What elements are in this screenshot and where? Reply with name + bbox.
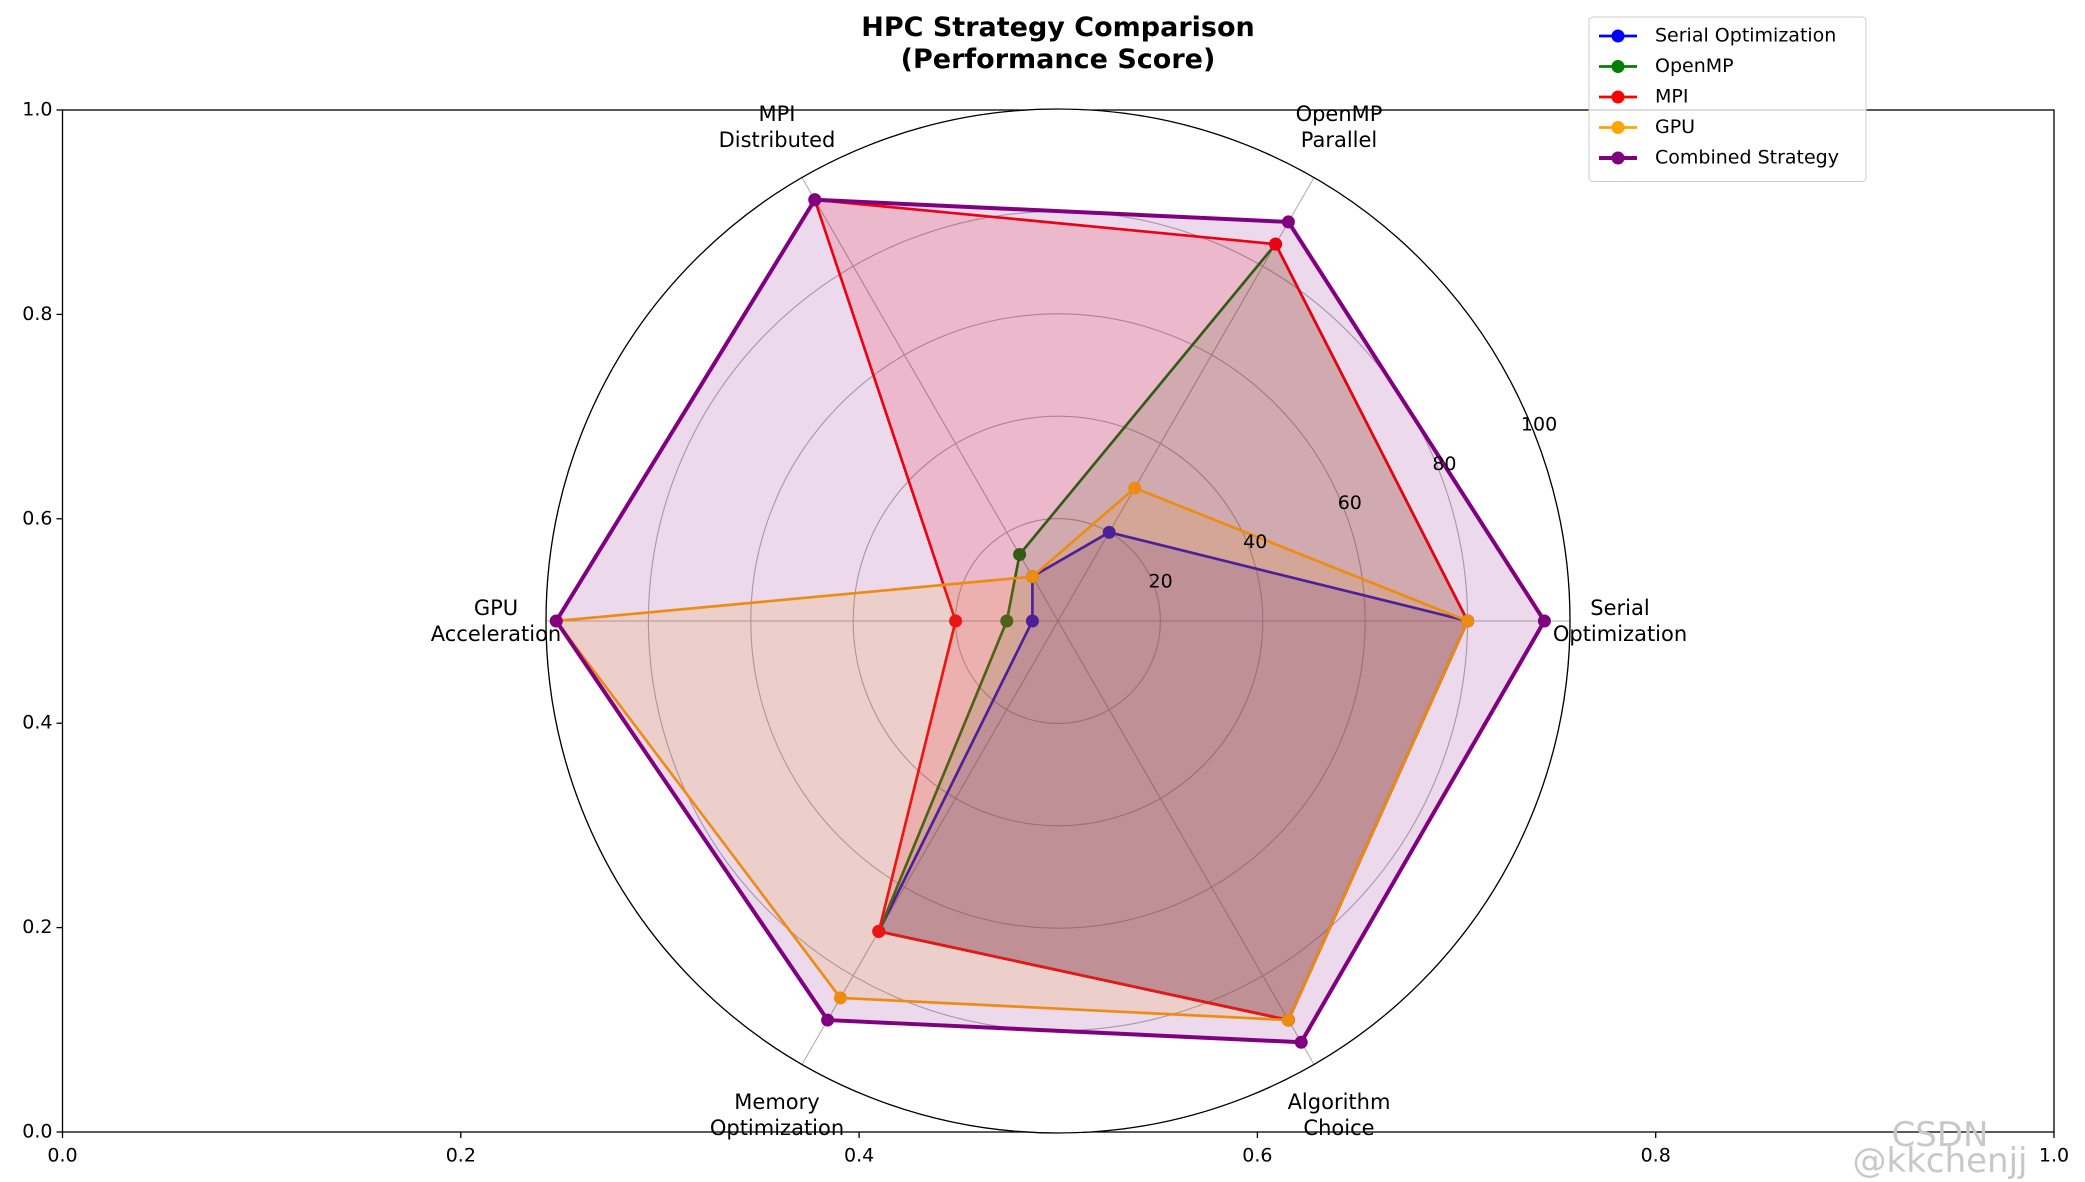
point bbox=[949, 614, 963, 628]
spoke bbox=[1057, 177, 1315, 622]
point bbox=[821, 1013, 835, 1027]
y-tick-label: 0.6 bbox=[22, 507, 52, 529]
legend-label: OpenMP bbox=[1655, 55, 1734, 77]
legend-label: MPI bbox=[1655, 86, 1688, 108]
point bbox=[1128, 481, 1142, 495]
r-tick-label: 80 bbox=[1432, 453, 1456, 475]
r-tick-label: 20 bbox=[1149, 570, 1173, 592]
watermark: CSDN @kkchenjj bbox=[1852, 1115, 2028, 1181]
point bbox=[1025, 614, 1039, 628]
series-area bbox=[814, 199, 1468, 1021]
category-label: Serial Optimization bbox=[1552, 596, 1688, 646]
legend-marker bbox=[1611, 151, 1625, 165]
category-label: GPU Acceleration bbox=[430, 596, 562, 646]
x-tick-label: 0.6 bbox=[1242, 1145, 1272, 1167]
category-label: Algorithm Choice bbox=[1287, 1089, 1391, 1140]
legend-marker bbox=[1611, 121, 1625, 134]
series-area bbox=[878, 244, 1468, 1021]
legend-marker bbox=[1611, 60, 1625, 73]
y-tick-label: 0.4 bbox=[22, 712, 52, 734]
category-label: MPI Distributed bbox=[718, 102, 836, 153]
point bbox=[1461, 614, 1475, 628]
category-label: Memory Optimization bbox=[709, 1089, 845, 1140]
point bbox=[1102, 525, 1116, 539]
r-tick-label: 40 bbox=[1243, 531, 1267, 553]
point bbox=[808, 193, 822, 207]
legend-marker bbox=[1611, 90, 1625, 104]
point bbox=[1025, 570, 1039, 584]
x-tick-label: 0.2 bbox=[446, 1145, 476, 1167]
spoke bbox=[1057, 620, 1315, 1065]
point bbox=[549, 614, 563, 628]
x-tick-label: 0.8 bbox=[1641, 1145, 1671, 1167]
point bbox=[1537, 614, 1551, 628]
y-tick-label: 0.2 bbox=[22, 916, 52, 938]
series-area bbox=[878, 532, 1468, 1021]
spoke bbox=[801, 177, 1059, 622]
legend-label: Combined Strategy bbox=[1655, 147, 1839, 169]
legend: Serial Optimization OpenMP MPI GPU Combined … bbox=[1588, 16, 1867, 182]
polar-frame bbox=[545, 108, 1571, 1134]
y-tick-label: 0.8 bbox=[22, 303, 52, 325]
series-area bbox=[556, 487, 1468, 1021]
point bbox=[1294, 1035, 1308, 1049]
r-tick-label: 100 bbox=[1521, 414, 1557, 436]
x-tick-label: 1.0 bbox=[2039, 1145, 2069, 1167]
point bbox=[1000, 614, 1014, 628]
r-tick-label: 60 bbox=[1338, 492, 1362, 514]
legend-marker bbox=[1611, 29, 1625, 43]
point bbox=[1269, 237, 1283, 251]
legend-label: GPU bbox=[1655, 116, 1695, 138]
point bbox=[1281, 1013, 1295, 1027]
x-tick-label: 0.4 bbox=[844, 1145, 874, 1167]
category-label: OpenMP Parallel bbox=[1295, 102, 1383, 153]
point bbox=[1013, 547, 1027, 561]
point bbox=[872, 924, 886, 938]
legend-box bbox=[1588, 16, 1867, 182]
legend-label: Serial Optimization bbox=[1655, 25, 1836, 47]
point bbox=[1281, 215, 1295, 229]
y-tick-label: 1.0 bbox=[22, 99, 52, 121]
chart-title: HPC Strategy Comparison (Performance Sco… bbox=[861, 12, 1255, 75]
point bbox=[833, 991, 847, 1005]
spoke bbox=[801, 620, 1059, 1065]
x-tick-label: 0.0 bbox=[47, 1145, 77, 1167]
y-tick-label: 0.0 bbox=[22, 1121, 52, 1143]
series-area bbox=[556, 199, 1545, 1043]
